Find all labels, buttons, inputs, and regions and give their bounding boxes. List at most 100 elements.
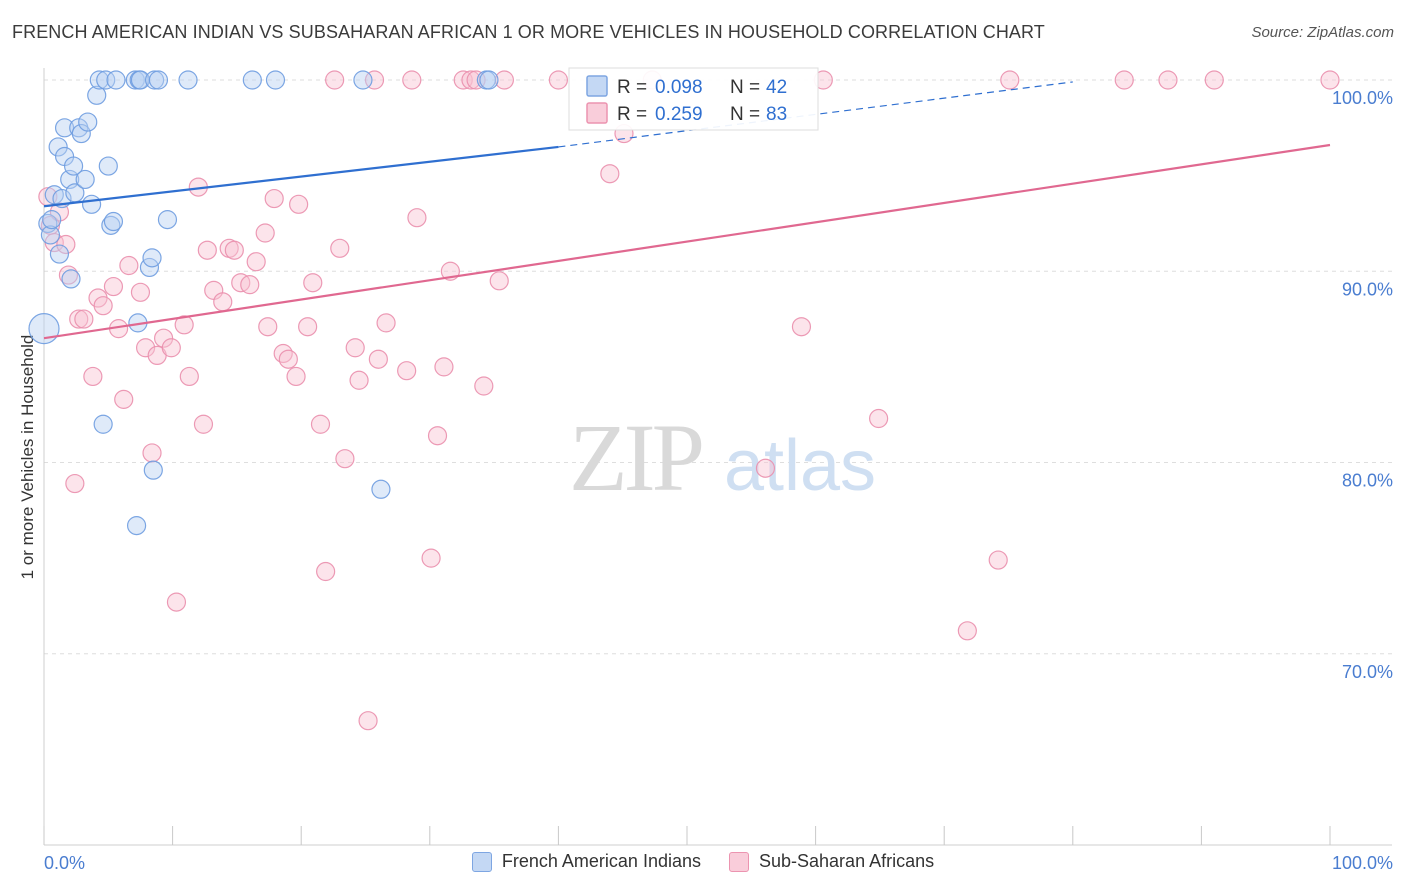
y-tick-label: 70.0%	[1342, 662, 1393, 682]
data-point	[71, 123, 91, 144]
x-tick-label: 0.0%	[44, 853, 85, 873]
data-point	[791, 317, 812, 337]
chart-title: FRENCH AMERICAN INDIAN VS SUBSAHARAN AFR…	[12, 22, 1045, 42]
trend-lines	[43, 81, 1331, 340]
data-point	[40, 225, 61, 245]
data-point	[178, 70, 198, 90]
data-point	[142, 248, 162, 268]
data-point	[407, 208, 427, 228]
legend-item-sub-saharan-africans[interactable]: Sub-Saharan Africans	[729, 851, 934, 872]
legend-label-sub-saharan-africans: Sub-Saharan Africans	[759, 851, 935, 871]
data-point	[397, 361, 417, 381]
legend-n-value: 42	[766, 77, 787, 98]
data-point	[330, 238, 350, 258]
data-point	[265, 70, 286, 90]
data-point	[103, 211, 124, 232]
data-point	[224, 240, 244, 260]
data-point	[349, 370, 369, 390]
data-point	[368, 349, 388, 369]
data-point	[213, 292, 233, 312]
data-point	[135, 338, 156, 358]
trend-line-pink	[43, 143, 1331, 340]
data-point	[130, 282, 151, 302]
data-point	[479, 70, 499, 90]
stats-legend: R = 0.098 N = 42 R = 0.259 N = 83	[568, 67, 819, 131]
data-point	[83, 366, 103, 387]
data-point	[153, 328, 174, 348]
data-point	[298, 317, 318, 337]
y-tick-label: 80.0%	[1342, 471, 1393, 491]
data-point	[81, 194, 102, 214]
data-point	[78, 112, 98, 132]
data-point	[489, 271, 509, 291]
data-point	[421, 548, 441, 568]
data-point	[286, 366, 306, 387]
legend-r-label: R =	[617, 104, 647, 125]
tick-labels: 70.0% 80.0% 90.0% 100.0% 0.0% 100.0%	[44, 88, 1393, 873]
data-point	[427, 426, 448, 446]
legend-n-label: N =	[730, 77, 760, 98]
trend-line-blue-extension	[558, 81, 1073, 148]
data-point	[143, 460, 163, 480]
legend-n-value: 83	[766, 104, 787, 125]
data-point	[242, 70, 262, 90]
data-point	[63, 156, 84, 176]
data-point	[1158, 70, 1178, 90]
data-point	[161, 338, 181, 358]
data-point	[174, 315, 194, 335]
data-point	[179, 366, 199, 387]
data-point	[69, 309, 89, 329]
data-point	[240, 275, 260, 295]
legend-r-label: R =	[617, 77, 647, 98]
data-point	[61, 269, 81, 289]
series-french-american-indians	[28, 70, 499, 536]
data-point	[48, 137, 68, 157]
data-point	[54, 118, 75, 138]
data-point	[264, 188, 284, 209]
data-point	[988, 550, 1008, 570]
data-point	[755, 458, 776, 478]
y-tick-label: 90.0%	[1342, 279, 1393, 299]
data-point	[600, 164, 620, 184]
data-point	[548, 70, 569, 90]
data-point	[869, 408, 889, 429]
data-point	[345, 338, 365, 358]
data-point	[376, 313, 396, 333]
legend-swatch	[586, 75, 608, 97]
legend-item-french-american-indians[interactable]: French American Indians	[471, 851, 701, 872]
source-label: Source: ZipAtlas.com	[1251, 24, 1394, 41]
data-point	[157, 210, 178, 230]
data-point	[166, 592, 187, 612]
data-point	[65, 473, 85, 494]
bottom-legend: French American Indians Sub-Saharan Afri…	[0, 851, 1406, 872]
data-point	[193, 414, 214, 434]
data-point	[197, 240, 217, 260]
data-point	[42, 210, 62, 230]
data-point	[56, 234, 76, 255]
legend-n-label: N =	[730, 104, 760, 125]
legend-label-french-american-indians: French American Indians	[501, 851, 701, 871]
data-point	[303, 273, 323, 293]
data-point	[325, 70, 345, 90]
data-point	[89, 70, 109, 90]
data-point	[358, 711, 378, 731]
data-point	[126, 516, 147, 536]
legend-box-frame	[568, 67, 819, 131]
data-point	[96, 70, 116, 90]
data-point	[335, 449, 355, 469]
legend-swatch-pink	[729, 851, 749, 872]
watermark-atlas: atlas	[724, 426, 876, 506]
legend-swatch-blue	[471, 851, 492, 872]
series-sub-saharan-africans	[38, 70, 1340, 731]
data-point	[474, 376, 494, 396]
data-point	[1204, 70, 1224, 90]
data-point	[114, 389, 134, 409]
data-point	[49, 244, 70, 264]
trend-line-blue	[43, 145, 559, 208]
data-point	[434, 357, 454, 377]
data-point	[402, 70, 422, 90]
data-point	[38, 213, 58, 234]
data-point	[74, 309, 94, 329]
axes	[43, 68, 1392, 846]
data-point	[246, 252, 266, 272]
